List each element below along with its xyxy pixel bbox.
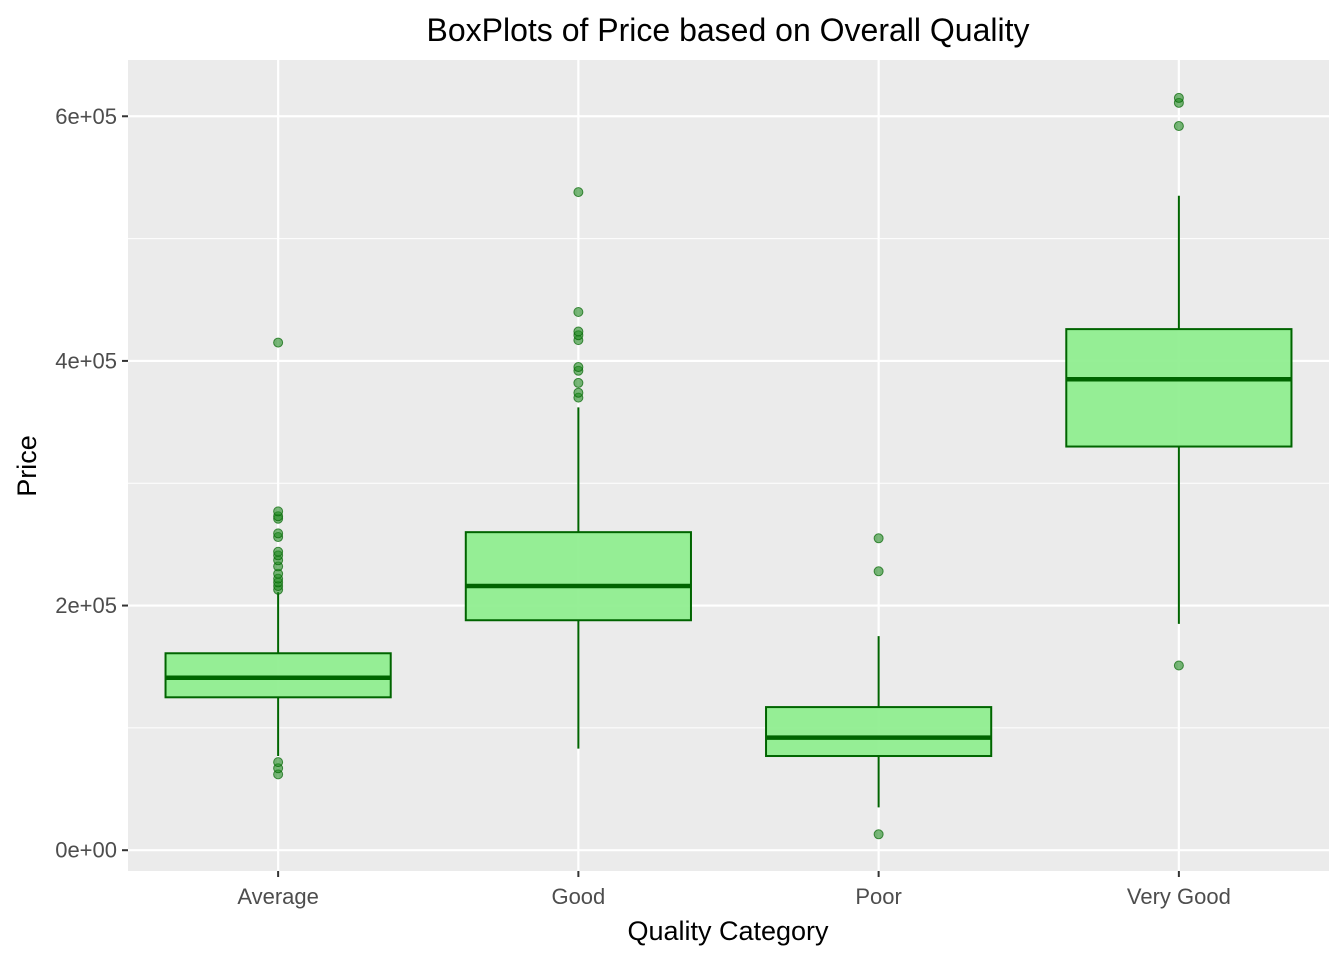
outlier-point xyxy=(273,506,284,517)
outlier-point xyxy=(1173,121,1184,132)
y-tick-label: 2e+05 xyxy=(55,593,117,618)
y-axis-title: Price xyxy=(12,435,42,497)
x-tick-label: Poor xyxy=(855,884,901,909)
x-tick-label: Average xyxy=(237,884,319,909)
iqr-box xyxy=(464,531,692,622)
outlier-point xyxy=(573,387,584,398)
outlier-point xyxy=(573,326,584,337)
outlier-point xyxy=(1173,92,1184,103)
box-good xyxy=(464,187,692,749)
box-poor xyxy=(765,533,993,840)
outlier-point xyxy=(273,546,284,557)
iqr-box xyxy=(1065,328,1293,448)
iqr-box xyxy=(765,706,993,758)
outlier-point xyxy=(873,533,884,544)
x-tick-label: Good xyxy=(551,884,605,909)
outlier-point xyxy=(573,377,584,388)
iqr-box xyxy=(164,652,392,699)
chart-title: BoxPlots of Price based on Overall Quali… xyxy=(427,12,1030,48)
y-tick-label: 4e+05 xyxy=(55,348,117,373)
outlier-point xyxy=(573,187,584,198)
outlier-point xyxy=(873,566,884,577)
outlier-point xyxy=(273,528,284,539)
x-tick-label: Very Good xyxy=(1127,884,1231,909)
axes: 0e+00 2e+05 4e+05 6e+05 Average Good Poor Very … xyxy=(55,104,1231,909)
y-tick-label: 0e+00 xyxy=(55,838,117,863)
box-series xyxy=(164,92,1293,840)
outlier-point xyxy=(573,306,584,317)
box-very-good xyxy=(1065,92,1293,671)
plot-panel xyxy=(128,60,1329,871)
box-average xyxy=(164,337,392,780)
y-tick-label: 6e+05 xyxy=(55,104,117,129)
outlier-point xyxy=(273,757,284,768)
outlier-point xyxy=(873,829,884,840)
outlier-point xyxy=(573,362,584,373)
outlier-point xyxy=(1173,660,1184,671)
x-axis-title: Quality Category xyxy=(627,916,829,946)
outlier-point xyxy=(273,337,284,348)
